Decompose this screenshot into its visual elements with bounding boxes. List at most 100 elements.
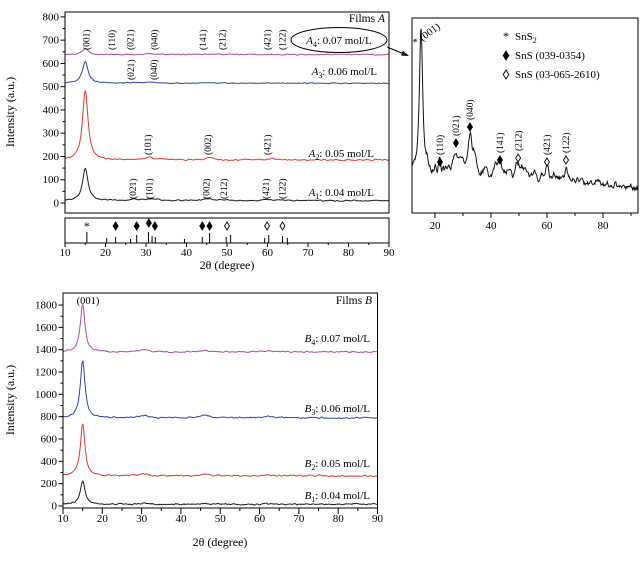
svg-text:(122): (122) [277, 29, 288, 50]
open-diamond-symbol [223, 221, 231, 231]
series-A4-curve [64, 47, 390, 56]
y-tick-label: 400 [43, 104, 60, 116]
y-tick-label: 200 [41, 478, 58, 490]
legend-item-label: SnS (039-0354) [515, 50, 585, 62]
y-tick-label: 800 [43, 11, 60, 23]
arrowhead-icon [401, 50, 409, 56]
panel-inset: 20 40 60 80 (110) (021)(040) (141) (212) (421) (1… [411, 17, 639, 232]
panel-title: Films B [336, 295, 372, 307]
peak-index-label: (122) [561, 132, 572, 153]
x-tick-label: 20 [429, 220, 441, 232]
x-tick-label: 90 [372, 513, 384, 525]
plot-border [411, 17, 639, 214]
svg-text:(212): (212) [217, 29, 228, 50]
panel-title: Films A [349, 13, 386, 25]
x-tick-label: 20 [97, 513, 109, 525]
x-tick-label: 30 [136, 513, 148, 525]
y-tick-label: 0 [54, 197, 60, 209]
filled-diamond-symbol [206, 221, 213, 231]
peak-index-label: (110) [435, 135, 446, 155]
a4-callout: A4​: 0.07 mol/L [290, 27, 409, 56]
legend-item-label: SnS2​ [515, 31, 537, 45]
x-tick-label: 60 [262, 247, 274, 259]
series-label: A1​: 0.04 mol/L [308, 187, 375, 201]
y-tick-label: 700 [43, 35, 60, 47]
series-label: A2​: 0.05 mol/L [308, 148, 375, 162]
svg-text:(002): (002) [202, 178, 213, 199]
reference-strip: * [64, 217, 390, 244]
legend: * SnS2​ SnS (039-0354) SnS (03-065-2610) [502, 29, 600, 81]
y-axis-title: Intensity (a.u.) [3, 365, 17, 435]
filled-diamond-symbol [436, 157, 444, 167]
plot-border [64, 11, 390, 214]
svg-text:(040): (040) [150, 29, 161, 50]
y-tick-label: 1000 [35, 389, 58, 401]
x-tick-label: 80 [343, 247, 355, 259]
filled-diamond-symbol [452, 138, 459, 148]
x-tick-label: 70 [293, 513, 305, 525]
peak-index-label: (002) [202, 178, 213, 199]
y-tick-label: 1800 [35, 300, 58, 312]
x-tick-label: 20 [100, 247, 112, 259]
peak-index-label: (021) [126, 59, 137, 80]
peak-index-label: (101) [143, 134, 154, 155]
open-diamond-symbol [264, 221, 271, 231]
filled-diamond-symbol [496, 155, 503, 165]
peak-index-label: (040) [465, 99, 476, 120]
series-B3-curve [62, 360, 378, 420]
x-axis-title: 2θ (degree) [193, 535, 248, 549]
y-axis: 0 200 400 600 800 1000 1200 1400 1600 1800 [35, 300, 63, 512]
filled-diamond-symbol [466, 122, 473, 132]
y-tick-label: 500 [43, 81, 60, 93]
peak-index-label: (002) [203, 134, 214, 155]
peak-index-label: (421) [261, 178, 272, 199]
svg-text:(110): (110) [107, 30, 118, 50]
filled-diamond-symbol [502, 50, 510, 61]
y-tick-label: 400 [41, 456, 58, 468]
panel-films-b: 10 20 30 40 50 60 70 80 90 0 200 400 600 800 1000 1200 1… [3, 292, 384, 549]
svg-text:(021): (021) [126, 59, 137, 80]
x-tick-label: 60 [254, 513, 266, 525]
svg-text:(110): (110) [435, 135, 446, 155]
peak-index-label: (021) [125, 29, 136, 50]
series-A4-zoom-curve [411, 28, 639, 193]
y-tick-label: 0 [52, 500, 58, 512]
y-tick-label: 200 [43, 151, 60, 163]
peak-index-label: (040) [149, 59, 160, 80]
svg-text:(040): (040) [465, 99, 476, 120]
x-tick-label: 50 [222, 247, 234, 259]
svg-text:(021): (021) [128, 178, 139, 199]
y-axis: 0 100 200 300 400 500 600 700 800 [43, 11, 65, 209]
y-tick-label: 800 [41, 411, 58, 423]
x-tick-label: 80 [597, 220, 609, 232]
asterisk-symbol: * [84, 219, 90, 233]
peak-index-label: (141) [198, 29, 209, 50]
series-B1-curve [62, 480, 379, 506]
filled-diamond-symbol [145, 218, 152, 228]
filled-diamond-symbol [133, 221, 140, 231]
svg-text:(101): (101) [143, 134, 154, 155]
peak-index-label: (212) [513, 130, 524, 151]
series-label: B4​: 0.07 mol/L [305, 333, 371, 347]
peak-index-label: (122) [277, 29, 288, 50]
legend-item-label: SnS (03-065-2610) [515, 69, 600, 81]
panel-films-a: 10 20 30 40 50 60 70 80 90 0 100 200 300 400 500 600 700… [3, 11, 409, 272]
series-B2-curve [62, 423, 379, 478]
svg-text:(021): (021) [451, 115, 462, 136]
peak-index-label: (421) [263, 134, 274, 155]
series-label: B3​: 0.06 mol/L [305, 403, 371, 417]
y-tick-label: 300 [43, 128, 60, 140]
peak-index-label: (212) [217, 29, 228, 50]
x-axis-title: 2θ (degree) [200, 258, 255, 272]
peak-index-label: (421) [542, 134, 553, 155]
callout-ellipse [290, 27, 388, 53]
annotation-text: (001) [77, 296, 100, 307]
filled-diamond-symbol [199, 221, 206, 231]
series-label: B1​: 0.04 mol/L [305, 490, 371, 504]
y-tick-label: 1600 [35, 322, 58, 334]
annotation-text: * (001) [411, 21, 443, 48]
y-axis-title: Intensity (a.u.) [3, 77, 17, 147]
series-A1-curve [64, 167, 390, 202]
